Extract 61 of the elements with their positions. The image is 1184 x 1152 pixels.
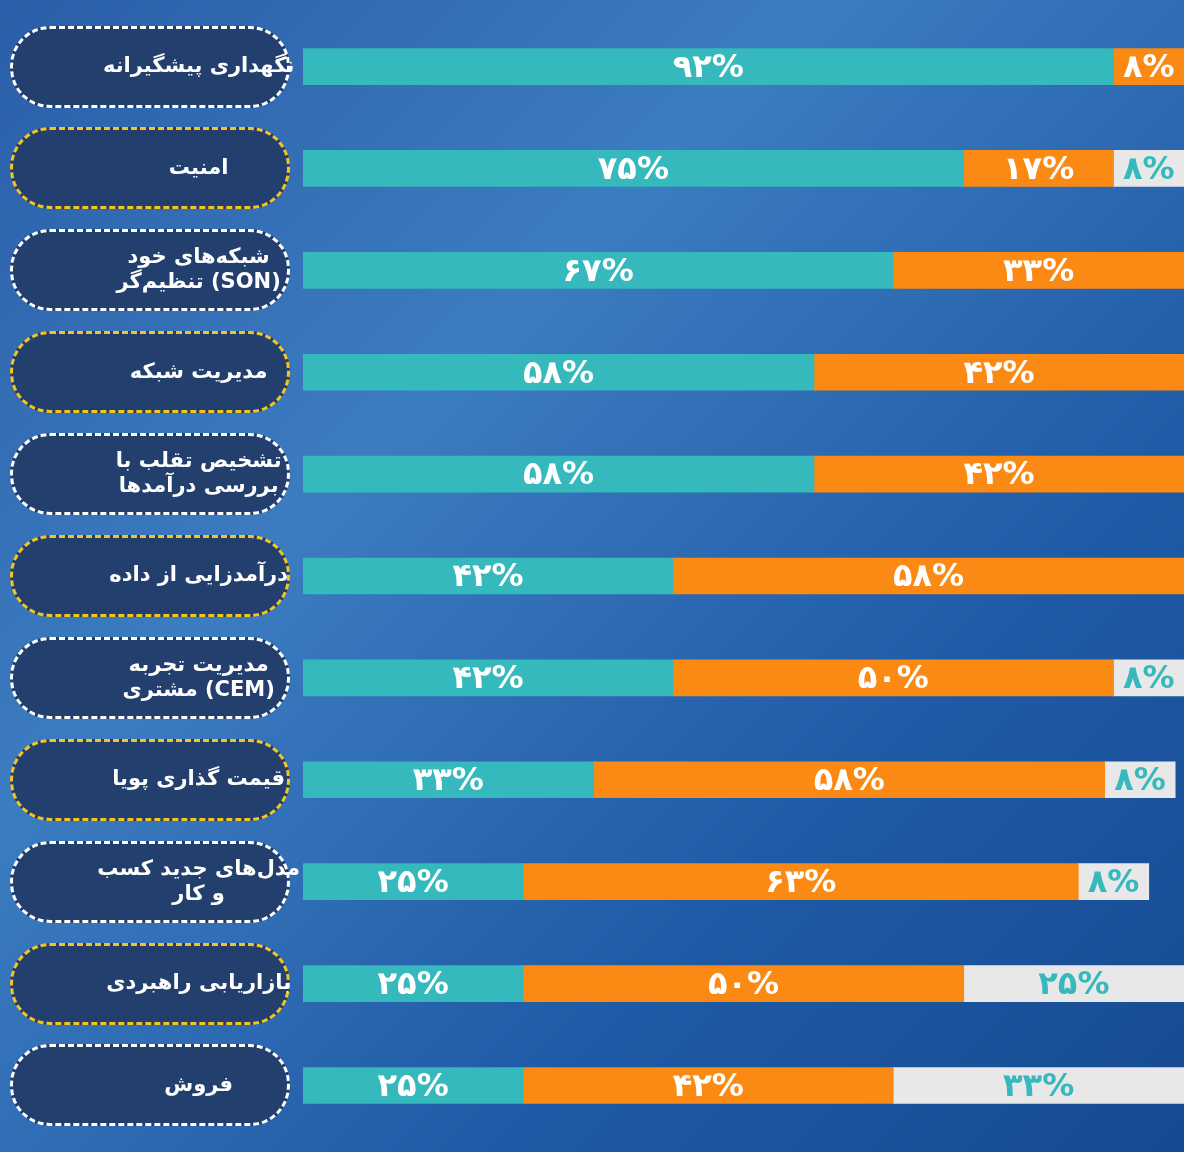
data-label: ۴۲% [452, 556, 524, 595]
data-label: ۱۷% [1003, 148, 1075, 187]
bar [303, 1067, 524, 1104]
data-label: ۲۵% [1038, 963, 1110, 1002]
bar [303, 863, 524, 900]
y-tick-label: مدیریت تجربه مشتری (CEM) [122, 651, 275, 701]
data-label: ۳۳% [1003, 250, 1075, 289]
y-tick-label: مدیریت شبکه [129, 358, 268, 383]
bar [892, 1067, 1184, 1104]
bar [522, 1067, 894, 1104]
data-label: ۵۸% [522, 454, 595, 493]
y-tick-label: درآمدزایی از داده [109, 561, 289, 587]
data-label: ۲۵% [377, 1065, 449, 1104]
bar [303, 761, 595, 799]
data-label: ۸% [1122, 46, 1175, 85]
bar [672, 557, 1184, 595]
data-label: ۹۲% [672, 46, 744, 85]
data-label: ۶۳% [765, 861, 837, 900]
bar [303, 353, 815, 391]
bar [303, 48, 1114, 85]
bar [813, 455, 1184, 493]
data-label: ۴۲% [452, 658, 524, 697]
bar [892, 252, 1184, 289]
bar [303, 557, 674, 595]
bar [963, 965, 1184, 1002]
data-label: ۴۲% [963, 454, 1035, 493]
data-label: ۵۰% [857, 658, 929, 697]
bar [303, 150, 965, 187]
y-tick-label: امنیت [168, 154, 229, 179]
y-tick-label: فروش [164, 1071, 234, 1096]
y-tick-label: مدل‌های جدید کسب و کار [97, 855, 301, 905]
data-label: ۸% [1114, 760, 1166, 799]
data-label: ۴۲% [963, 352, 1035, 391]
bar [303, 252, 894, 289]
data-label: ۳۳% [1003, 1065, 1075, 1104]
y-tick-label: نگهداری پیشگیرانه [102, 52, 295, 77]
data-label: ۸% [1122, 148, 1175, 187]
bar [303, 659, 674, 697]
data-label: ۲۵% [377, 861, 449, 900]
data-label: ۷۵% [597, 148, 669, 187]
data-label: ۸% [1122, 658, 1175, 697]
bar [303, 965, 524, 1002]
y-tick-label: بازاریابی راهبردی [106, 970, 292, 995]
data-label: ۵۰% [707, 963, 780, 1002]
data-label: ۴۲% [672, 1065, 744, 1104]
data-label: ۵۸% [522, 352, 595, 391]
data-label: ۶۷% [562, 250, 634, 289]
data-label: ۳۳% [412, 760, 484, 799]
y-tick-label: تشخیص تقلب با بررسی درآمدها [115, 447, 282, 498]
bar [522, 965, 965, 1002]
bar [303, 455, 815, 493]
bar [813, 353, 1184, 391]
data-label: ۸% [1087, 861, 1140, 900]
bar [593, 761, 1106, 799]
y-tick-label: شبکه‌های خود تنظیم‌گر (SON) [115, 244, 281, 294]
bar [522, 863, 1079, 900]
data-label: ۲۵% [377, 963, 449, 1002]
y-tick-label: قیمت گذاری پویا [112, 765, 286, 791]
bar [672, 659, 1114, 697]
data-label: ۵۸% [892, 556, 965, 595]
data-label: ۵۸% [813, 760, 885, 799]
